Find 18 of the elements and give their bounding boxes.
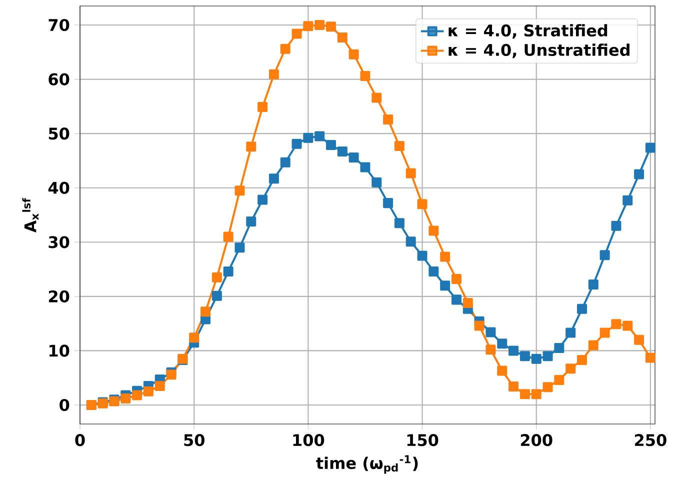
- x-tick-label: 50: [184, 434, 204, 446]
- legend-label: κ = 4.0, Unstratified: [448, 44, 630, 58]
- y-tick-label: 10: [49, 344, 70, 357]
- x-axis-title: time (ω$_{pd}$$^{-1}$): [316, 455, 418, 474]
- legend-label: κ = 4.0, Stratified: [448, 24, 608, 39]
- y-tick-label: 50: [48, 128, 70, 140]
- y-tick-label: 40: [48, 182, 70, 194]
- y-tick-label: 30: [48, 236, 70, 248]
- y-tick-label: 20: [48, 290, 70, 302]
- x-tick-label: 250: [635, 434, 666, 446]
- x-tick-label: 200: [520, 434, 552, 446]
- x-tick-label: 0: [75, 434, 85, 446]
- y-tick-label: 0: [60, 398, 70, 412]
- x-tick-label: 100: [293, 434, 324, 446]
- y-tick-label: 60: [48, 73, 70, 86]
- y-tick-label: 70: [48, 18, 70, 32]
- y-axis-title: A$_{x}$lsf: [22, 198, 39, 233]
- x-tick-label: 150: [407, 434, 438, 446]
